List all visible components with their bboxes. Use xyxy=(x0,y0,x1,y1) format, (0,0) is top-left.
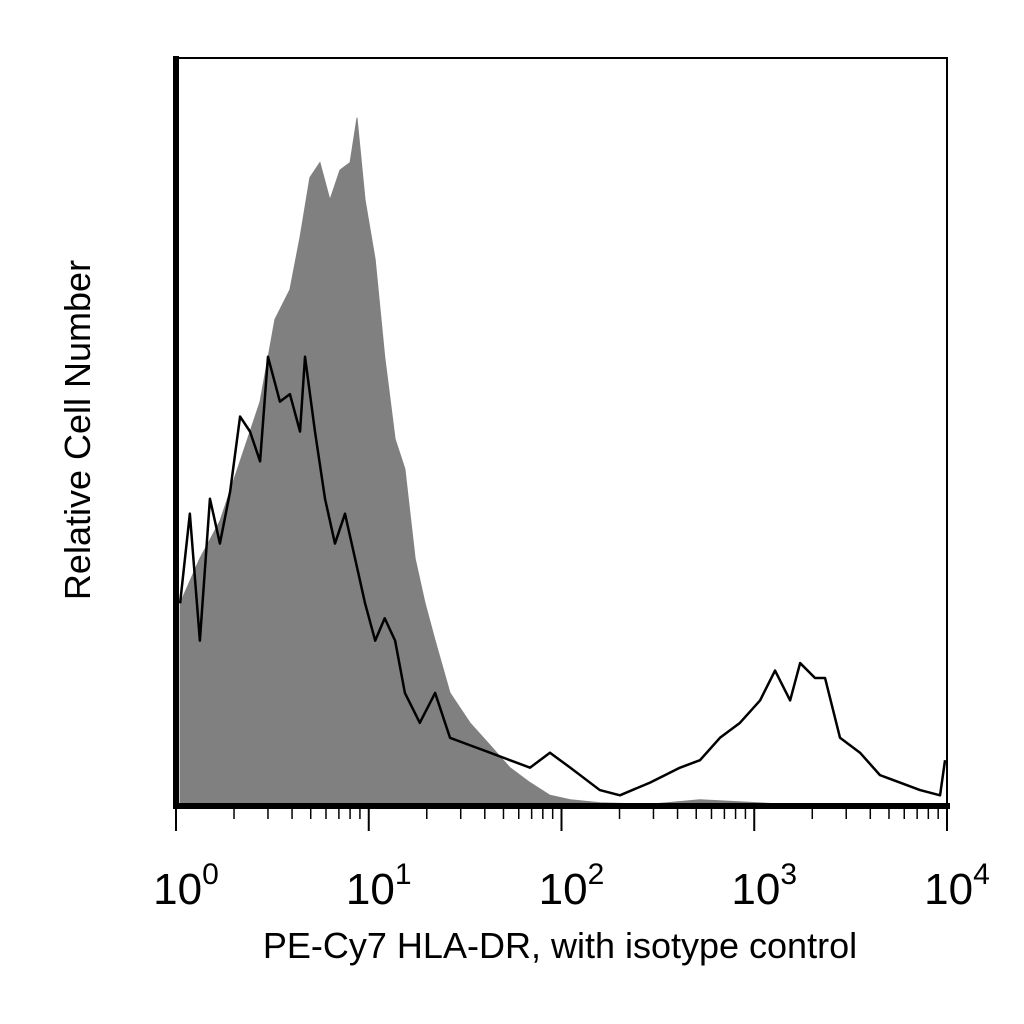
plot-area xyxy=(178,117,947,806)
x-tick-label: 104 xyxy=(924,858,990,914)
y-axis-label: Relative Cell Number xyxy=(57,260,98,600)
x-tick-label: 101 xyxy=(346,858,412,914)
x-tick-label: 103 xyxy=(731,858,797,914)
x-tick-label: 102 xyxy=(539,858,605,914)
stain-line xyxy=(178,355,947,797)
x-axis-label: PE-Cy7 HLA-DR, with isotype control xyxy=(263,925,857,966)
x-tick-label: 100 xyxy=(153,858,219,914)
isotype-area xyxy=(179,117,947,806)
